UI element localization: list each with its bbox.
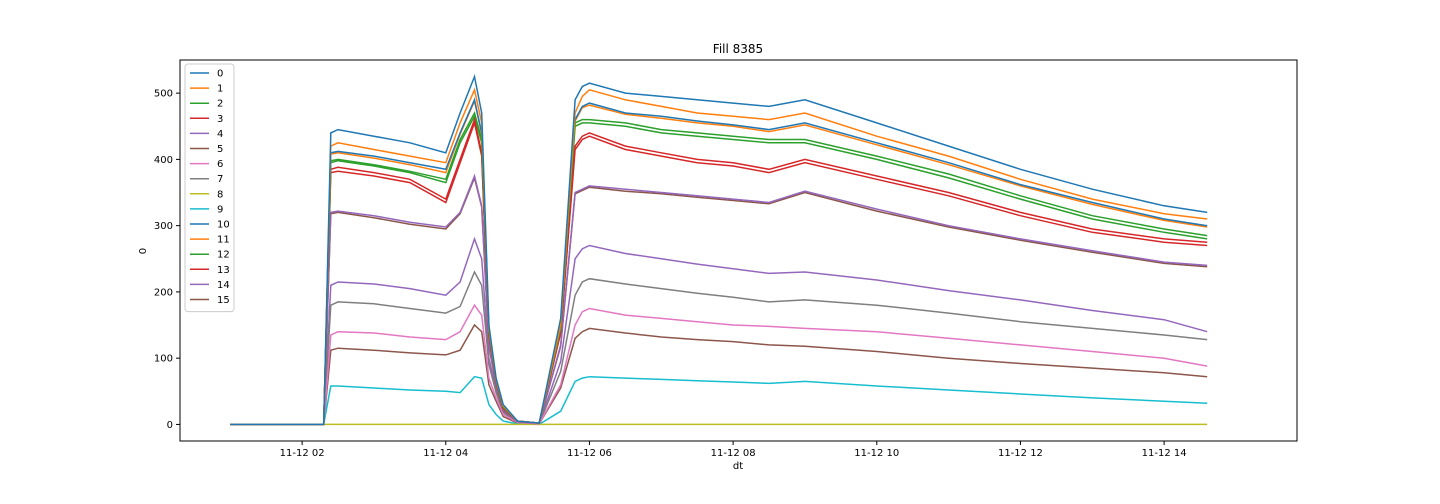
series-line-2 [230, 110, 1208, 426]
legend-label-14: 14 [217, 280, 230, 291]
legend-label-15: 15 [217, 295, 230, 306]
y-tick-label: 500 [154, 89, 173, 100]
series-line-4 [230, 173, 1208, 426]
y-tick-label: 300 [154, 221, 173, 232]
legend-label-8: 8 [217, 189, 223, 200]
series-line-6 [230, 303, 1208, 426]
legend-label-9: 9 [217, 204, 223, 215]
x-tick-label: 11-12 14 [1142, 448, 1187, 459]
x-axis: 11-12 02 11-12 04 11-12 06 11-12 08 11-12 10… [280, 441, 1187, 459]
series-lines [230, 73, 1208, 426]
legend-label-0: 0 [217, 69, 223, 80]
series-line-12 [230, 114, 1208, 426]
x-tick-label: 11-12 08 [711, 448, 756, 459]
chart-title: Fill 8385 [713, 42, 763, 56]
legend-label-10: 10 [217, 220, 230, 231]
series-line-10 [230, 97, 1208, 426]
x-tick-label: 11-12 04 [423, 448, 468, 459]
legend-label-4: 4 [217, 129, 223, 140]
series-line-9 [230, 375, 1208, 426]
y-tick-label: 400 [154, 155, 173, 166]
series-line-15 [230, 323, 1208, 426]
legend-box [184, 63, 235, 313]
y-tick-label: 100 [154, 354, 173, 365]
series-line-13 [230, 120, 1208, 426]
legend-label-6: 6 [217, 159, 223, 170]
legend-label-7: 7 [217, 174, 223, 185]
legend-label-11: 11 [217, 235, 230, 246]
y-axis-label: 0 [138, 248, 149, 254]
x-tick-label: 11-12 10 [854, 448, 899, 459]
legend-label-2: 2 [217, 99, 223, 110]
y-tick-label: 0 [167, 420, 173, 431]
legend-label-5: 5 [217, 144, 223, 155]
series-line-1 [230, 87, 1208, 426]
y-axis: 0 100 200 300 400 500 [154, 89, 180, 431]
x-tick-label: 11-12 02 [280, 448, 325, 459]
series-line-7 [230, 270, 1208, 426]
x-tick-label: 11-12 12 [998, 448, 1043, 459]
series-line-0 [230, 73, 1208, 426]
x-axis-label: dt [733, 461, 743, 472]
legend-label-12: 12 [217, 250, 230, 261]
legend-label-3: 3 [217, 114, 223, 125]
legend-label-1: 1 [217, 84, 223, 95]
series-line-14 [230, 236, 1208, 426]
y-tick-label: 200 [154, 287, 173, 298]
plot-frame [179, 59, 1298, 442]
x-tick-label: 11-12 06 [567, 448, 612, 459]
legend-label-13: 13 [217, 265, 230, 276]
